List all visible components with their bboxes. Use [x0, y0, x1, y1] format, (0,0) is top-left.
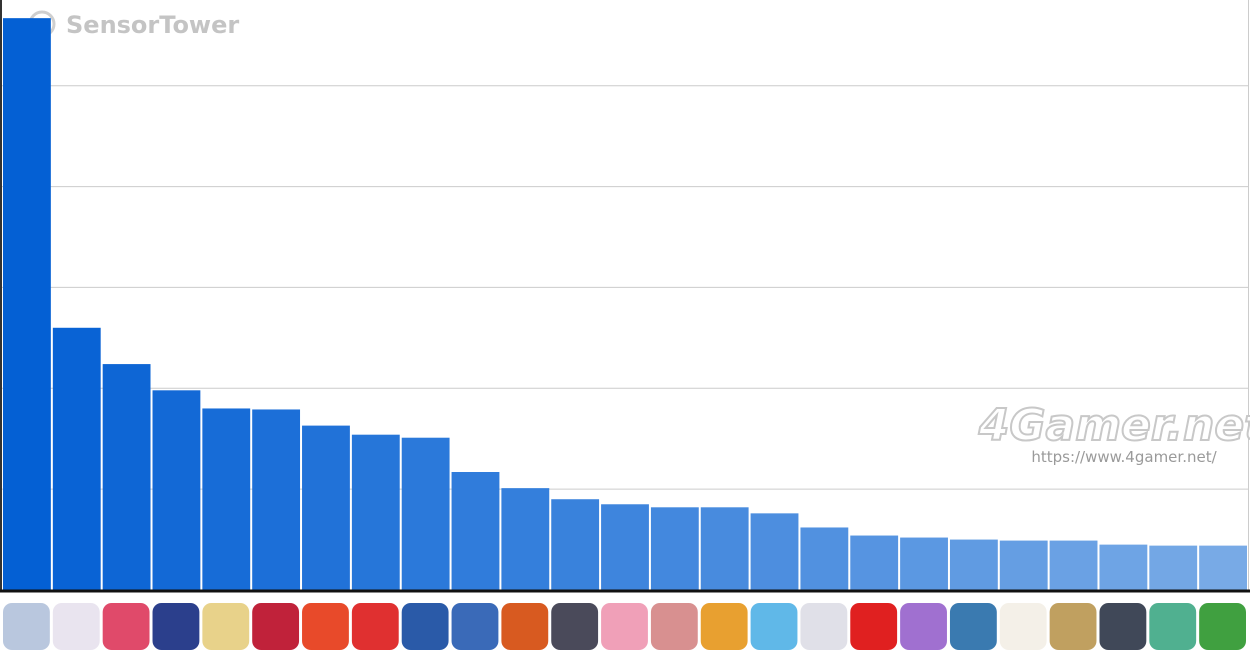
app-icon	[750, 603, 798, 650]
bar	[750, 513, 799, 590]
bar	[252, 409, 301, 590]
bar	[999, 540, 1048, 590]
bar	[601, 504, 649, 590]
app-icon	[700, 603, 748, 650]
app-icon	[1049, 603, 1097, 650]
bar	[1049, 540, 1098, 590]
bar	[650, 507, 699, 590]
bar	[800, 527, 849, 590]
bar	[202, 408, 251, 590]
app-icon	[202, 603, 250, 650]
bar	[551, 499, 600, 590]
sensor-tower-watermark: SensorTower	[66, 11, 239, 39]
bar	[1099, 544, 1148, 590]
app-icon	[501, 603, 549, 650]
app-icon	[152, 603, 200, 650]
app-icon	[351, 603, 399, 650]
app-icon	[451, 603, 499, 650]
bar	[152, 390, 201, 590]
bar	[949, 539, 998, 590]
bar	[900, 537, 948, 590]
app-icon	[1149, 603, 1197, 650]
bar	[3, 18, 51, 590]
app-icon	[650, 603, 698, 650]
app-icon	[252, 603, 300, 650]
bar	[451, 472, 500, 590]
bar	[302, 425, 350, 590]
app-icon	[102, 603, 150, 650]
app-icon	[3, 603, 50, 650]
bar	[1149, 545, 1198, 590]
app-icon	[1199, 603, 1246, 650]
app-icon	[52, 603, 100, 650]
bar	[52, 327, 101, 590]
bar	[700, 507, 749, 590]
app-icon	[551, 603, 599, 650]
bar	[1199, 545, 1247, 590]
app-icon	[800, 603, 848, 650]
app-icon	[999, 603, 1047, 650]
app-icon	[850, 603, 898, 650]
app-icon	[302, 603, 349, 650]
app-icon	[900, 603, 947, 650]
bar	[102, 364, 151, 590]
app-icon	[949, 603, 997, 650]
app-icon	[601, 603, 648, 650]
gamer-url: https://www.4gamer.net/	[1031, 448, 1217, 466]
bar	[351, 434, 400, 590]
app-icon	[401, 603, 449, 650]
gamer-watermark: 4Gamer.net	[978, 400, 1250, 451]
bar	[401, 437, 450, 590]
bar	[501, 488, 550, 590]
bar	[850, 535, 899, 590]
app-icon	[1099, 603, 1147, 650]
